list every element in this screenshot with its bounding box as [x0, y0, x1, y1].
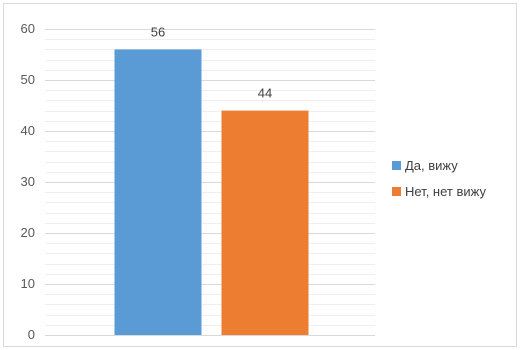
y-tick-label: 20 — [21, 225, 35, 240]
legend-swatch — [392, 161, 401, 170]
grid-lines — [45, 29, 375, 336]
legend: Да, вижу Нет, нет вижу — [392, 158, 486, 199]
y-tick-label: 40 — [21, 123, 35, 138]
y-axis: 0 10 20 30 40 50 60 — [21, 21, 35, 342]
y-tick-label: 30 — [21, 174, 35, 189]
data-labels: 56 44 — [151, 24, 272, 100]
y-tick-label: 50 — [21, 72, 35, 87]
data-label: 44 — [258, 86, 272, 101]
y-tick-label: 10 — [21, 276, 35, 291]
bars — [114, 49, 309, 336]
bar-no — [221, 110, 309, 335]
y-tick-label: 0 — [28, 327, 35, 342]
legend-swatch — [392, 187, 401, 196]
data-label: 56 — [151, 24, 165, 39]
y-tick-label: 60 — [21, 21, 35, 36]
legend-label: Нет, нет вижу — [405, 184, 486, 199]
legend-label: Да, вижу — [405, 158, 458, 173]
bar-yes — [114, 49, 202, 336]
